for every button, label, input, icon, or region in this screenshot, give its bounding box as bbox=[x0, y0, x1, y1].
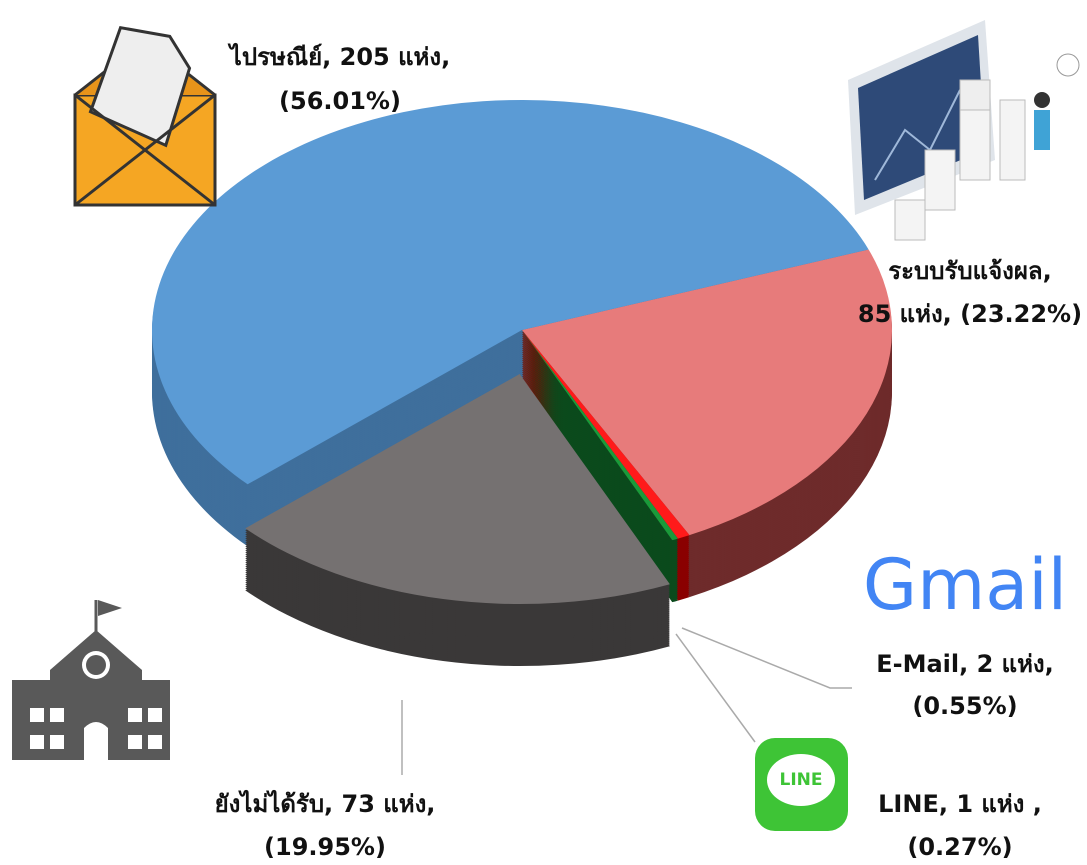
leader-line bbox=[675, 633, 756, 743]
slice-label: (0.27%) bbox=[907, 833, 1012, 861]
slice-label: 85 แห่ง, (23.22%) bbox=[858, 300, 1082, 328]
slice bbox=[522, 330, 690, 539]
slice bbox=[245, 374, 670, 605]
slice-label: ยังไม่ได้รับ, 73 แห่ง, bbox=[215, 789, 436, 818]
leader-line bbox=[681, 627, 852, 689]
analytics-icon bbox=[848, 20, 1080, 241]
slice-label: E-Mail, 2 แห่ง, bbox=[876, 650, 1054, 678]
slice bbox=[522, 249, 892, 536]
slice bbox=[522, 330, 678, 541]
slice-label: ไปรษณีย์, 205 แห่ง, bbox=[227, 42, 450, 71]
pie bbox=[152, 100, 892, 667]
gmail-icon: Gmail bbox=[863, 544, 1067, 626]
slice-label: ระบบรับแจ้งผล, bbox=[888, 257, 1052, 285]
line-logo: LINE bbox=[780, 770, 823, 790]
slice-label: (56.01%) bbox=[279, 87, 401, 115]
slice bbox=[152, 100, 869, 485]
gmail-logo: Gmail bbox=[863, 544, 1067, 626]
slice-label: LINE, 1 แห่ง , bbox=[878, 790, 1042, 818]
line-icon: LINE bbox=[755, 738, 848, 831]
envelope-icon bbox=[73, 25, 217, 207]
slice-label: (19.95%) bbox=[264, 833, 386, 861]
school-icon bbox=[12, 600, 170, 760]
slice-label: (0.55%) bbox=[912, 692, 1017, 720]
